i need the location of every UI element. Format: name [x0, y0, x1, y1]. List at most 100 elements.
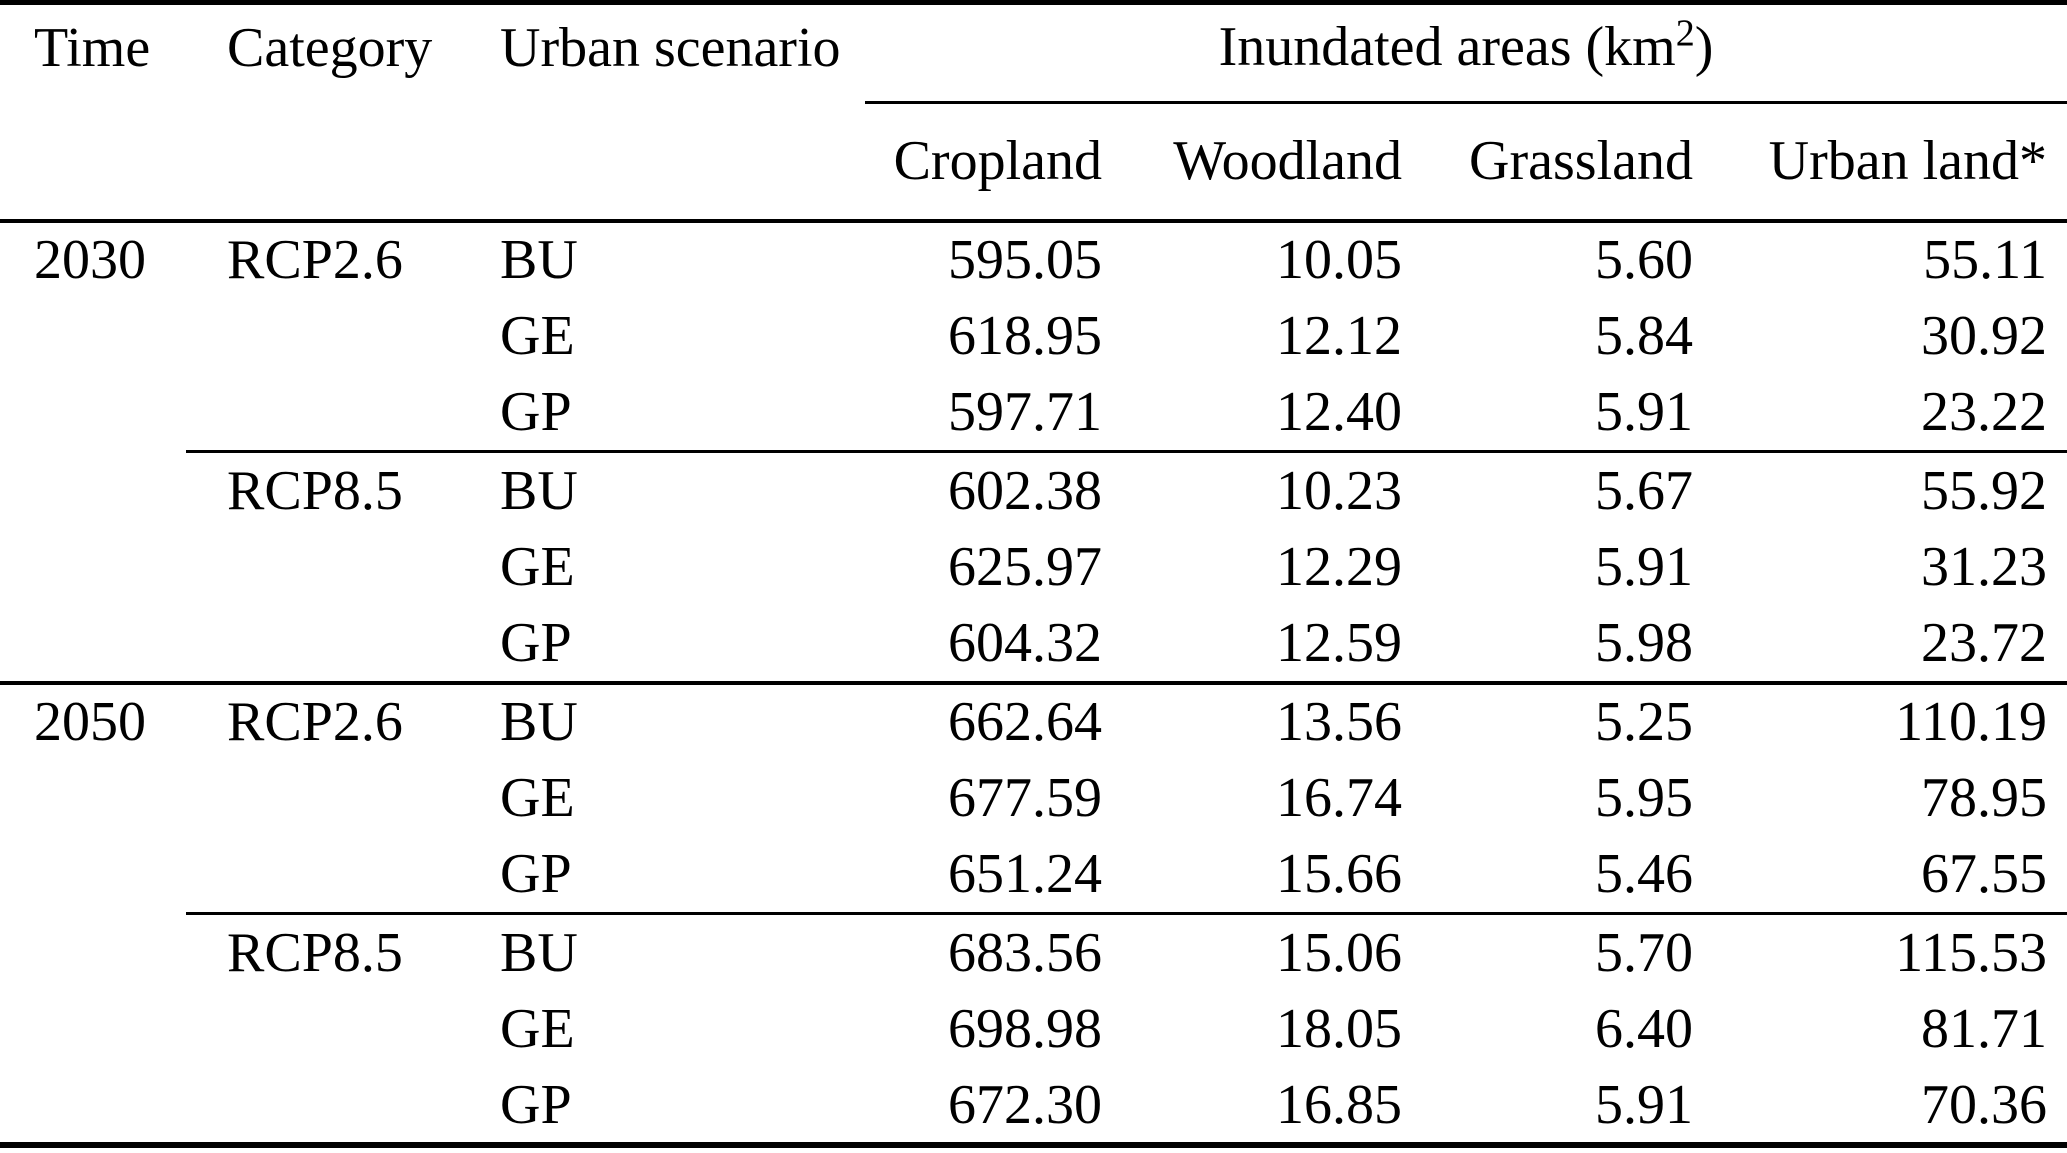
cropland-value: 677.59 [948, 767, 1102, 829]
grassland-value: 5.84 [1595, 305, 1693, 367]
urban-land-value: 110.19 [1895, 691, 2048, 753]
grassland-value: 5.91 [1595, 536, 1693, 598]
category-cell: RCP2.6 [227, 229, 403, 291]
col-group-header-inundated-areas: Inundated areas (km2) [865, 2, 2067, 104]
col-header-category: Category [227, 16, 433, 79]
group-header-close: ) [1694, 16, 1714, 78]
scenario-cell: GE [500, 536, 575, 598]
table-row: GE 618.95 12.12 5.84 30.92 [0, 298, 2067, 375]
cropland-value: 602.38 [948, 459, 1102, 522]
group-header-text: Inundated areas (km [1218, 16, 1676, 78]
time-cell: 2030 [34, 229, 146, 291]
category-cell [186, 374, 462, 453]
woodland-value: 15.66 [1122, 836, 1422, 915]
cropland-value: 651.24 [865, 836, 1122, 915]
category-cell [186, 529, 462, 606]
category-cell [186, 605, 462, 685]
grassland-value: 5.46 [1422, 836, 1713, 915]
col-header-urban-scenario: Urban scenario [500, 16, 841, 79]
urban-land-value: 23.72 [1713, 605, 2067, 685]
cropland-value: 625.97 [948, 536, 1102, 598]
woodland-value: 12.40 [1122, 374, 1422, 453]
woodland-value: 12.59 [1122, 605, 1422, 685]
category-cell [186, 836, 462, 915]
urban-land-value: 55.92 [1921, 459, 2048, 522]
urban-land-value: 23.22 [1713, 374, 2067, 453]
scenario-cell: BU [500, 229, 578, 291]
cropland-value: 698.98 [948, 998, 1102, 1060]
category-cell [186, 1068, 462, 1145]
urban-land-value: 67.55 [1713, 836, 2067, 915]
woodland-value: 12.12 [1276, 305, 1402, 367]
cropland-value: 604.32 [865, 605, 1122, 685]
col-header-time: Time [34, 16, 151, 79]
category-cell: RCP8.5 [227, 921, 403, 984]
urban-land-value: 31.23 [1921, 536, 2048, 598]
cropland-value: 597.71 [865, 374, 1122, 453]
time-cell [0, 991, 186, 1068]
woodland-value: 10.23 [1276, 459, 1402, 522]
grassland-value: 5.60 [1595, 229, 1693, 291]
cropland-value: 618.95 [948, 305, 1102, 367]
category-cell [186, 760, 462, 837]
scenario-cell: BU [500, 921, 578, 984]
grassland-value: 5.70 [1595, 921, 1693, 984]
time-cell [0, 1068, 186, 1145]
table-row: 2050 RCP2.6 BU 662.64 13.56 5.25 110.19 [0, 683, 2067, 760]
cropland-value: 683.56 [948, 921, 1102, 984]
grassland-value: 5.91 [1422, 374, 1713, 453]
urban-land-value: 70.36 [1921, 1073, 2048, 1136]
table-row: GE 625.97 12.29 5.91 31.23 [0, 529, 2067, 606]
woodland-value: 15.06 [1276, 921, 1402, 984]
woodland-value: 18.05 [1276, 998, 1402, 1060]
time-cell [0, 914, 186, 991]
urban-land-value: 78.95 [1921, 767, 2048, 829]
header-spacer [186, 102, 462, 223]
woodland-value: 13.56 [1276, 691, 1402, 753]
time-cell: 2050 [34, 691, 146, 753]
grassland-value: 6.40 [1595, 998, 1693, 1060]
urban-land-value: 81.71 [1921, 998, 2048, 1060]
table-row: GP 604.32 12.59 5.98 23.72 [0, 605, 2067, 685]
woodland-value: 12.29 [1276, 536, 1402, 598]
scenario-cell: GE [500, 767, 575, 829]
urban-land-value: 115.53 [1895, 921, 2048, 984]
cropland-value: 595.05 [948, 229, 1102, 291]
grassland-value: 5.91 [1595, 1073, 1693, 1136]
table-row: 2030 RCP2.6 BU 595.05 10.05 5.60 55.11 [0, 221, 2067, 298]
cropland-value: 672.30 [948, 1073, 1102, 1136]
category-cell [186, 991, 462, 1068]
squared-superscript: 2 [1675, 12, 1695, 55]
grassland-value: 5.67 [1595, 459, 1693, 522]
table-row: GP 651.24 15.66 5.46 67.55 [0, 836, 2067, 915]
grassland-value: 5.98 [1422, 605, 1713, 685]
time-cell [0, 529, 186, 606]
scenario-cell: BU [500, 691, 578, 753]
category-cell: RCP8.5 [227, 459, 403, 522]
col-header-grassland: Grassland [1422, 102, 1713, 223]
woodland-value: 16.74 [1276, 767, 1402, 829]
scenario-cell: GP [462, 836, 865, 915]
time-cell [0, 375, 186, 452]
header-row-groups: Time Category Urban scenario Inundated a… [0, 2, 2067, 104]
table-row: GE 698.98 18.05 6.40 81.71 [0, 991, 2067, 1068]
time-cell [0, 452, 186, 529]
table-row: RCP8.5 BU 602.38 10.23 5.67 55.92 [0, 452, 2067, 529]
col-header-cropland: Cropland [865, 102, 1122, 223]
woodland-value: 16.85 [1276, 1073, 1402, 1136]
grassland-value: 5.95 [1595, 767, 1693, 829]
time-cell [0, 837, 186, 914]
urban-land-value: 30.92 [1921, 305, 2048, 367]
time-cell [0, 605, 186, 685]
scenario-cell: BU [500, 459, 578, 522]
scenario-cell: GE [500, 305, 575, 367]
scenario-cell: GP [462, 605, 865, 685]
table-row: RCP8.5 BU 683.56 15.06 5.70 115.53 [0, 914, 2067, 991]
col-header-urban-land: Urban land* [1713, 102, 2067, 223]
grassland-value: 5.25 [1595, 691, 1693, 753]
time-cell [0, 298, 186, 375]
header-row-subcolumns: Cropland Woodland Grassland Urban land* [0, 102, 2067, 223]
scenario-cell: GE [500, 998, 575, 1060]
col-header-woodland: Woodland [1122, 102, 1422, 223]
